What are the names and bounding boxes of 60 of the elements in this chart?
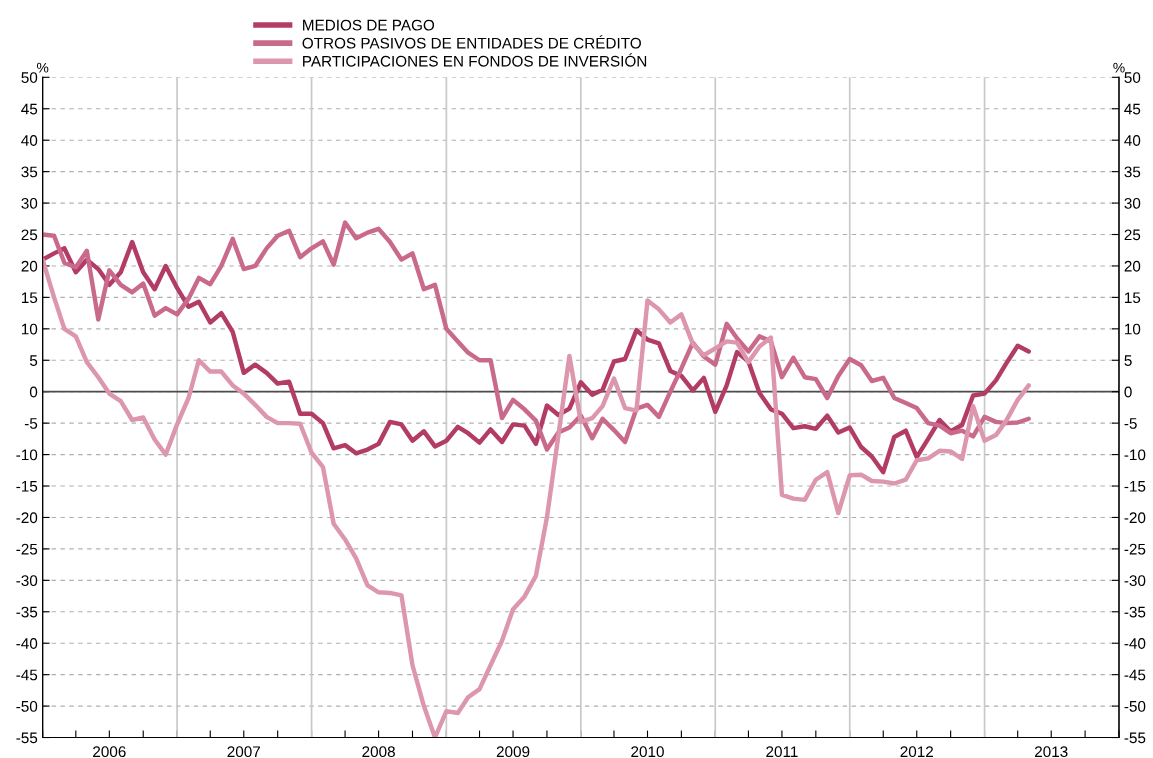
y2-tick-label: 30 <box>1124 197 1141 209</box>
y-tick-label: -50 <box>16 700 38 712</box>
y-tick-label: 25 <box>21 229 38 241</box>
y-tick-label: -35 <box>16 606 38 618</box>
y-tick-label: 10 <box>21 323 38 335</box>
line-series <box>42 220 1031 452</box>
y-tick-label: -45 <box>16 669 38 681</box>
y2-tick-label: -25 <box>1124 543 1146 555</box>
y-tick-label: -20 <box>16 512 38 524</box>
y-tick-label: 30 <box>21 197 38 209</box>
y-tick-label: 20 <box>21 260 38 272</box>
x-tick-label: 2008 <box>362 746 395 758</box>
legend-label: MEDIOS DE PAGO <box>303 19 435 31</box>
y2-tick-label: -15 <box>1124 481 1146 492</box>
y-axis-title: % <box>36 62 49 73</box>
x-tick-label: 2010 <box>631 746 664 758</box>
y2-tick-label: 0 <box>1124 386 1132 398</box>
x-tick-label: 2007 <box>227 746 261 758</box>
legend-label: OTROS PASIVOS DE ENTIDADES DE CRÉDITO <box>302 35 641 49</box>
y2-tick-label: -50 <box>1124 700 1146 712</box>
y-tick-label: 15 <box>21 292 38 304</box>
y-tick-label: -30 <box>16 575 38 587</box>
y2-tick-label: 15 <box>1125 292 1141 304</box>
y2-tick-label: 5 <box>1124 355 1132 366</box>
y2-tick-label: -35 <box>1124 606 1146 618</box>
y2-tick-label: 40 <box>1124 135 1141 146</box>
y2-tick-label: -30 <box>1124 575 1146 587</box>
y2-tick-label: -40 <box>1124 638 1146 649</box>
y-tick-label: -40 <box>16 638 38 649</box>
y-tick-label: 35 <box>21 166 38 178</box>
x-tick-label: 2009 <box>496 746 530 758</box>
y2-tick-label: 45 <box>1124 103 1141 115</box>
y2-tick-label: -5 <box>1124 418 1137 429</box>
y-tick-label: -10 <box>16 449 38 461</box>
y2-tick-label: -55 <box>1124 732 1146 744</box>
y2-tick-label: 10 <box>1125 323 1141 335</box>
y2-tick-label: -45 <box>1124 669 1146 681</box>
line-series <box>42 239 1031 475</box>
x-tick-label: 2006 <box>93 746 126 758</box>
x-tick-label: 2013 <box>1034 746 1068 758</box>
y-tick-label: -15 <box>16 481 38 492</box>
y-tick-label: -55 <box>16 732 38 744</box>
x-tick-label: 2011 <box>766 746 798 758</box>
y-tick-label: 5 <box>29 355 38 366</box>
y2-tick-label: 50 <box>1124 72 1141 83</box>
y2-tick-label: 20 <box>1124 260 1141 272</box>
y-tick-label: 40 <box>21 135 38 146</box>
line-series <box>42 257 1031 738</box>
y2-tick-label: 35 <box>1124 166 1141 178</box>
y-tick-label: 0 <box>29 386 38 398</box>
y2-tick-label: 25 <box>1124 229 1141 241</box>
y2-tick-label: -20 <box>1124 512 1146 524</box>
y2-axis-title: % <box>1113 62 1125 73</box>
y-tick-label: 45 <box>21 103 38 115</box>
legend-label: PARTICIPACIONES EN FONDOS DE INVERSIÓN <box>303 53 647 67</box>
y-tick-label: -5 <box>24 418 38 429</box>
y2-tick-label: -10 <box>1124 449 1146 461</box>
y-tick-label: 50 <box>21 72 38 83</box>
y-tick-label: -25 <box>16 543 38 555</box>
x-tick-label: 2012 <box>900 746 933 758</box>
